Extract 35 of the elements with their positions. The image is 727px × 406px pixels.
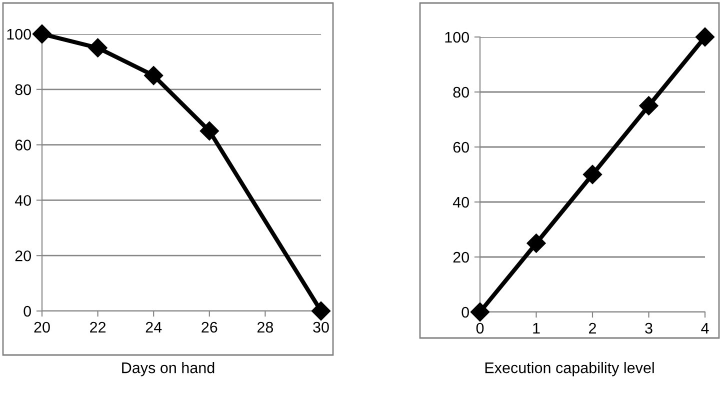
y-tick-label: 60 — [453, 142, 469, 153]
point — [32, 24, 52, 44]
x-tick-label: 2 — [589, 322, 596, 334]
x-tick-label: 3 — [645, 322, 652, 334]
x-tick-label: 24 — [146, 322, 162, 332]
y-tick-label: 100 — [7, 28, 31, 40]
x-tick-label: 1 — [533, 322, 540, 334]
point — [470, 302, 490, 322]
point — [582, 164, 602, 184]
y-tick-label: 60 — [15, 140, 31, 150]
y-tick-label: 0 — [24, 306, 31, 317]
x-tick-label: 0 — [476, 322, 484, 334]
y-tick-label: 100 — [445, 32, 469, 43]
point — [200, 121, 219, 140]
x-axis-title: Days on hand — [122, 362, 214, 376]
x-tick-label: 22 — [90, 322, 106, 332]
point — [88, 38, 108, 58]
y-tick-label: 0 — [462, 306, 469, 318]
y-tick-label: 20 — [15, 250, 31, 262]
point — [526, 234, 546, 253]
y-tick-label: 80 — [15, 84, 31, 96]
y-tick-label: 40 — [14, 195, 31, 206]
point — [311, 301, 331, 321]
y-tick-label: 40 — [452, 196, 469, 208]
x-tick-label: 28 — [257, 322, 274, 333]
y-tick-label: 20 — [453, 252, 469, 263]
x-tick-label: 20 — [34, 322, 50, 333]
x-axis-title: Execution capability level — [485, 362, 654, 376]
point — [144, 66, 164, 86]
x-tick-label: 26 — [202, 322, 218, 333]
point — [695, 27, 715, 47]
x-tick-label: 30 — [313, 322, 329, 333]
point — [639, 96, 658, 116]
y-tick-label: 80 — [453, 86, 469, 98]
x-tick-label: 4 — [701, 322, 709, 334]
